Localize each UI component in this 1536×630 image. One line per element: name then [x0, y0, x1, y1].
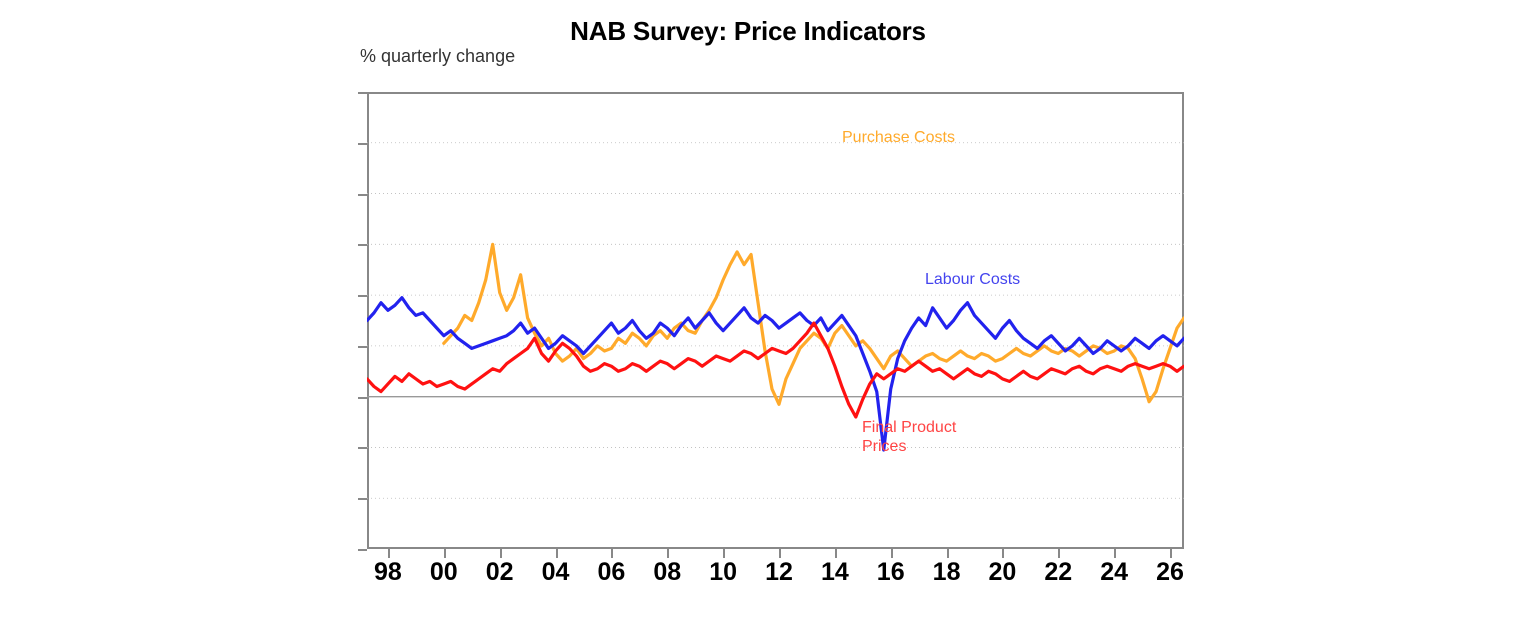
plot-area: 6543210-1-2-3 98000204060810121416182022… — [358, 92, 1184, 586]
x-tick-mark — [667, 549, 670, 558]
series-label-labour-costs: Labour Costs — [925, 271, 1021, 288]
y-tick-mark — [358, 549, 367, 551]
x-tick-mark — [555, 549, 558, 558]
x-tick-label: 98 — [374, 558, 402, 586]
x-tick-label: 24 — [1100, 558, 1129, 586]
x-tick-mark — [778, 549, 781, 558]
y-tick-mark — [358, 396, 367, 399]
x-tick-label: 26 — [1156, 558, 1184, 586]
x-tick-mark — [834, 549, 837, 558]
x-tick-label: 16 — [876, 558, 905, 586]
x-tick-mark — [1114, 549, 1117, 558]
x-tick-mark — [387, 549, 390, 558]
y-tick-mark — [358, 193, 367, 196]
x-tick-label: 12 — [765, 558, 793, 586]
x-tick-mark — [443, 549, 446, 558]
x-tick-label: 00 — [429, 558, 458, 586]
x-tick-label: 22 — [1044, 558, 1073, 586]
x-tick-mark — [1002, 549, 1005, 558]
series-line-labour-costs — [367, 296, 1184, 452]
x-tick-label: 08 — [653, 558, 682, 586]
x-tick-label: 20 — [988, 558, 1017, 586]
x-tick-mark — [611, 549, 614, 558]
series-label-purchase-costs: Purchase Costs — [842, 129, 955, 146]
series-label-final-product-prices: Final Product Prices — [862, 419, 957, 455]
y-tick-mark — [358, 498, 367, 501]
x-tick-label: 06 — [597, 558, 626, 586]
x-tick-label: 14 — [820, 558, 849, 586]
chart-lines-svg — [367, 142, 1184, 499]
x-tick-label: 10 — [709, 558, 738, 586]
y-tick-mark — [358, 295, 367, 298]
series-line-final-product-prices — [367, 321, 1184, 419]
x-tick-mark — [1058, 549, 1061, 558]
y-axis-caption: % quarterly change — [360, 46, 516, 66]
y-tick-mark — [358, 345, 367, 348]
y-tick-mark — [358, 447, 367, 450]
y-tick-mark — [358, 92, 367, 94]
y-tick-mark — [358, 142, 367, 145]
x-tick-label: 02 — [485, 558, 514, 586]
x-tick-mark — [1170, 549, 1173, 558]
chart-title: NAB Survey: Price Indicators — [570, 16, 926, 46]
y-tick-mark — [358, 244, 367, 247]
x-tick-mark — [946, 549, 949, 558]
x-tick-mark — [890, 549, 893, 558]
x-tick-label: 04 — [541, 558, 570, 586]
x-tick-mark — [499, 549, 502, 558]
x-tick-mark — [723, 549, 726, 558]
series-line-purchase-costs — [442, 242, 1184, 406]
x-tick-label: 18 — [932, 558, 961, 586]
